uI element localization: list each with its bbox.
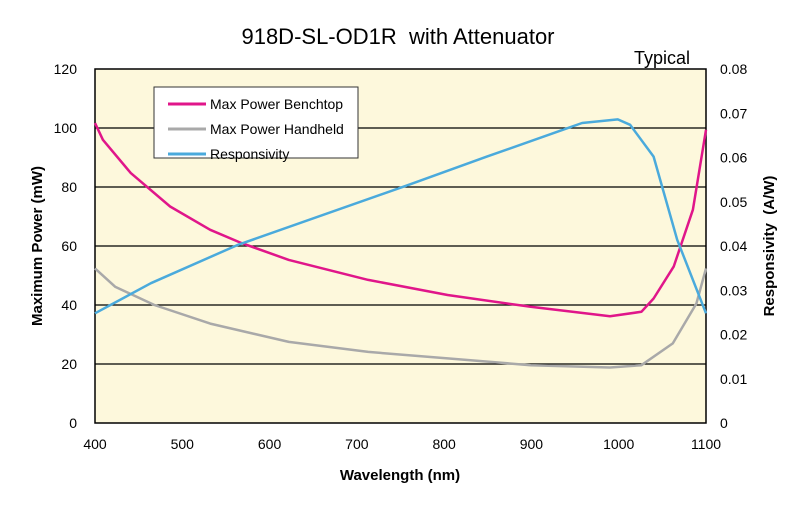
legend: Max Power Benchtop Max Power Handheld Resp… xyxy=(153,86,359,162)
legend-label: Responsivity xyxy=(210,146,289,162)
x-tick-label: 400 xyxy=(83,436,107,452)
x-tick-label: 600 xyxy=(258,436,282,452)
series-line-max-power-benchtop xyxy=(93,122,708,318)
y2-tick-label: 0.04 xyxy=(720,238,747,254)
y-axis-label: Maximum Power (mW) xyxy=(29,166,46,326)
y-tick-label: 80 xyxy=(61,179,77,195)
chart-title: 918D-SL-OD1R with Attenuator xyxy=(241,24,554,49)
x-tick-label: 1000 xyxy=(603,436,634,452)
y2-tick-label: 0.07 xyxy=(720,105,747,121)
y2-tick-label: 0 xyxy=(720,415,728,431)
y-tick-label: 60 xyxy=(61,238,77,254)
y2-tick-label: 0.01 xyxy=(720,371,747,387)
y2-axis-label: Responsivity (A/W) xyxy=(761,176,778,317)
x-tick-label: 900 xyxy=(520,436,544,452)
legend-label: Max Power Benchtop xyxy=(210,96,343,112)
x-tick-label: 800 xyxy=(432,436,456,452)
y2-tick-label: 0.05 xyxy=(720,194,747,210)
y-tick-label: 120 xyxy=(54,61,78,77)
x-tick-label: 700 xyxy=(345,436,369,452)
typical-annotation: Typical xyxy=(634,48,690,68)
y2-tick-label: 0.06 xyxy=(720,150,747,166)
y2-tick-label: 0.08 xyxy=(720,61,747,77)
series-line-max-power-handheld xyxy=(94,267,708,369)
x-axis-label: Wavelength (nm) xyxy=(340,467,460,484)
x-tick-label: 1100 xyxy=(691,436,721,452)
y-tick-label: 40 xyxy=(61,297,77,313)
x-tick-label: 500 xyxy=(171,436,195,452)
series-line-responsivity xyxy=(94,118,708,315)
y-tick-label: 0 xyxy=(69,415,77,431)
y2-tick-label: 0.02 xyxy=(720,327,747,343)
legend-label: Max Power Handheld xyxy=(210,121,344,137)
y-tick-label: 20 xyxy=(61,356,77,372)
y-tick-label: 100 xyxy=(54,120,78,136)
y2-tick-label: 0.03 xyxy=(720,282,747,298)
